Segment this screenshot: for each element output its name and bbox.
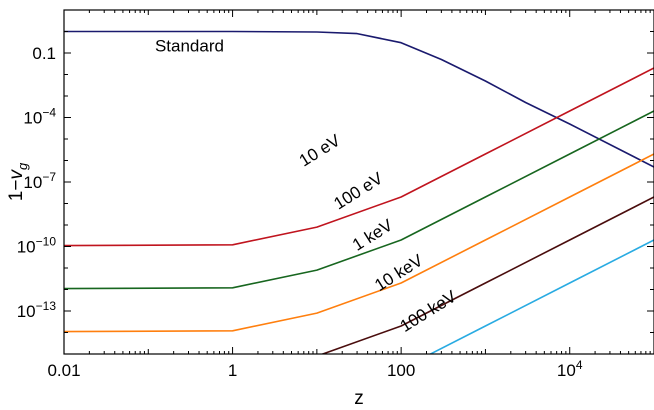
- series-line-1-kev: [64, 153, 654, 333]
- curves: [64, 30, 654, 354]
- curve-label-100-kev: 100 keV: [397, 286, 461, 336]
- y-tick-label: 10−7: [23, 170, 56, 192]
- series-line-100-kev: [428, 239, 654, 354]
- x-tick-label: 104: [557, 358, 583, 380]
- curve-label-10-kev: 10 keV: [371, 250, 427, 295]
- y-axis-ticks: 0.1 10−4 10−7 10−10 10−13: [17, 9, 654, 355]
- curve-label-10-ev: 10 eV: [296, 130, 344, 170]
- svg-text:1−vg: 1−vg: [6, 162, 30, 201]
- curve-label-standard: Standard: [155, 36, 224, 55]
- curve-label-1-kev: 1 keV: [349, 215, 396, 254]
- x-axis-ticks: 0.01 1 100 104: [47, 10, 654, 380]
- x-tick-label: 1: [228, 361, 237, 380]
- y-tick-label: 10−10: [17, 235, 57, 257]
- curve-label-100-ev: 100 eV: [330, 168, 386, 213]
- y-tick-label: 10−13: [17, 299, 57, 321]
- x-tick-label: 100: [387, 361, 415, 380]
- x-axis-title: z: [354, 388, 364, 409]
- series-line-10-kev: [320, 196, 654, 354]
- series-line-100-ev: [64, 110, 654, 290]
- x-tick-label: 0.01: [47, 361, 80, 380]
- series-line-standard: [64, 30, 654, 168]
- y-axis-title: 1−vg: [6, 162, 30, 201]
- y-tick-label: 10−4: [23, 106, 56, 128]
- y-tick-label: 0.1: [32, 44, 56, 63]
- series-line-10-ev: [64, 67, 654, 247]
